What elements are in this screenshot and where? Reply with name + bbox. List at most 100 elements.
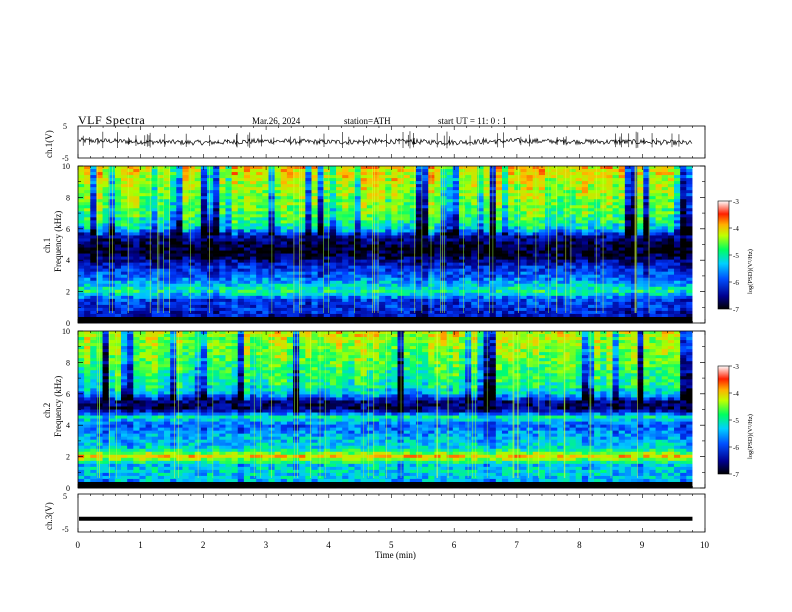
spectrogram-cell [563,256,570,260]
spectrogram-cell [606,193,613,197]
spectrogram-cell [446,166,454,170]
spectrogram-cell [618,265,626,270]
spectrogram-cell [329,187,337,191]
spectrogram-cell [194,223,202,227]
spectrogram-cell [213,211,220,215]
spectrogram-cell [84,286,91,291]
spectrogram-cell [495,256,503,260]
spectrogram-cell [538,214,546,218]
spectrogram-cell [557,226,564,230]
spectrogram-cell [618,277,626,282]
spectrogram-cell [594,214,601,218]
spectrogram-cell [121,223,128,227]
spectrogram-cell [588,292,595,297]
spectrogram-cell [182,166,189,170]
spectrogram-cell [231,235,239,239]
spectrogram-cell [526,235,534,239]
spectrogram-cell [526,295,534,300]
spectrogram-cell [305,217,312,221]
spectrogram-cell [280,202,288,206]
spectrogram-cell [551,277,558,282]
spectrogram-cell [78,298,85,303]
spectrogram-cell [637,286,644,291]
spectrogram-cell [600,202,607,206]
spectrogram-cell [90,244,97,248]
spectrogram-cell [360,268,368,273]
spectrogram-cell [403,271,411,276]
spectrogram-cell [286,244,294,248]
spectrogram-cell [348,253,355,257]
spectrogram-cell [262,241,269,245]
spectrogram-cell [194,253,202,257]
spectrogram-cell [176,289,183,294]
spectrogram-cell [274,244,282,248]
spectrogram-cell [434,307,441,312]
spectrogram-cell [557,289,564,294]
spectrogram-cell [501,208,509,212]
spectrogram-cell [194,295,202,300]
spectrogram-cell [612,265,620,270]
spectrogram-cell [465,268,472,273]
spectrogram-cell [372,229,380,233]
spectrogram-cell [618,280,626,285]
spectrogram-cell [133,265,140,270]
spectrogram-cell [299,247,306,251]
spectrogram-cell [311,178,319,182]
spectrogram-cell [286,259,294,264]
spectrogram-cell [96,283,103,288]
ch1-trace-line [78,137,693,146]
spectrogram-cell [618,205,626,209]
spectrogram-cell [624,250,632,254]
spectrogram-cell [588,277,595,282]
spectrogram-cell [366,313,374,318]
spectrogram-cell [495,295,503,300]
spectrogram-cell [280,208,288,212]
spectrogram-cell [299,307,306,312]
spectrogram-cell [231,268,239,273]
spectrogram-cell [108,220,116,224]
spectrogram-cell [262,310,269,315]
spectrogram-cell [501,271,509,276]
spectrogram-cell [194,193,202,197]
spectrogram-cell [342,277,349,282]
spectrogram-cell [323,187,331,191]
spectrogram-cell [360,220,368,224]
spectrogram-cell [446,298,454,303]
spectrogram-cell [164,214,171,218]
spectrogram-cell [563,217,570,221]
spectrogram-cell [415,247,423,251]
spectrogram-cell [471,265,478,270]
spectrogram-cell [108,280,116,285]
spectrogram-cell [274,214,282,218]
spectrogram-cell [121,298,128,303]
spectrogram-cell [127,235,134,239]
spectrogram-cell [631,247,638,251]
spectrogram-cell [397,166,405,170]
spectrogram-cell [145,241,153,245]
spectrogram-cell [409,226,417,230]
spectrogram-cell [157,262,165,267]
spectrogram-cell [526,193,534,197]
spectrogram-cell [391,235,398,239]
spectrogram-cell [311,274,319,279]
spectrogram-cell [219,289,226,294]
spectrogram-cell [170,199,177,203]
spectrogram-cell [581,310,589,315]
spectrogram-cell [90,217,97,221]
start-time-label: start UT = 11: 0 : 1 [438,116,507,126]
spectrogram-cell [127,226,134,230]
spectrogram-cell [526,301,534,306]
spectrogram-cell [354,214,362,218]
spectrogram-cell [145,190,153,194]
spectrogram-cell [151,166,159,170]
spectrogram-cell [84,217,91,221]
spectrogram-cell [446,226,454,230]
spectrogram-cell [557,199,564,203]
spectrogram-cell [458,238,466,242]
spectrogram-cell [637,295,644,300]
spectrogram-cell [618,274,626,279]
spectrogram-cell [293,265,300,270]
spectrogram-cell [256,307,263,312]
spectrogram-cell [397,172,405,176]
spectrogram-cell [637,247,644,251]
